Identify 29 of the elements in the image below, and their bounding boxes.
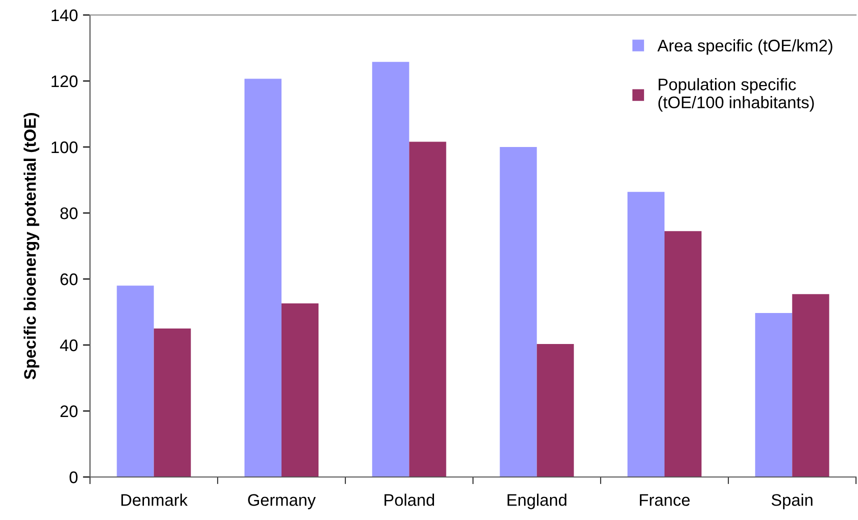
legend-label: Area specific (tOE/km2) [657, 39, 832, 55]
bar [536, 344, 574, 477]
x-tick-label: Germany [248, 494, 316, 510]
y-tick-label: 20 [60, 405, 78, 418]
x-tick-label: England [508, 494, 566, 510]
bar [154, 328, 191, 477]
bar [244, 78, 282, 477]
y-tick-label: 80 [60, 207, 78, 220]
bar [116, 286, 154, 477]
y-tick-label: 140 [52, 9, 78, 22]
bar [755, 312, 792, 477]
y-tick-label: 120 [52, 75, 78, 88]
legend-label: Population specific (tOE/100 inhabitants) [658, 78, 814, 112]
y-tick-label: 60 [60, 273, 78, 286]
bar [372, 62, 410, 477]
x-tick-label: Poland [384, 494, 434, 506]
bar [792, 294, 830, 477]
y-tick-label: 100 [52, 141, 78, 154]
bar [627, 192, 664, 477]
x-tick-label: Spain [772, 494, 812, 510]
bar [500, 147, 537, 477]
bar [282, 303, 319, 477]
y-tick-label: 40 [60, 339, 78, 352]
y-axis-title: Specific bioenergy potential (tOE) [24, 113, 40, 380]
bar [664, 231, 702, 477]
x-tick-label: Denmark [121, 494, 188, 506]
bar [409, 142, 446, 477]
x-tick-label: France [640, 494, 690, 506]
y-tick-label: 0 [70, 471, 78, 484]
